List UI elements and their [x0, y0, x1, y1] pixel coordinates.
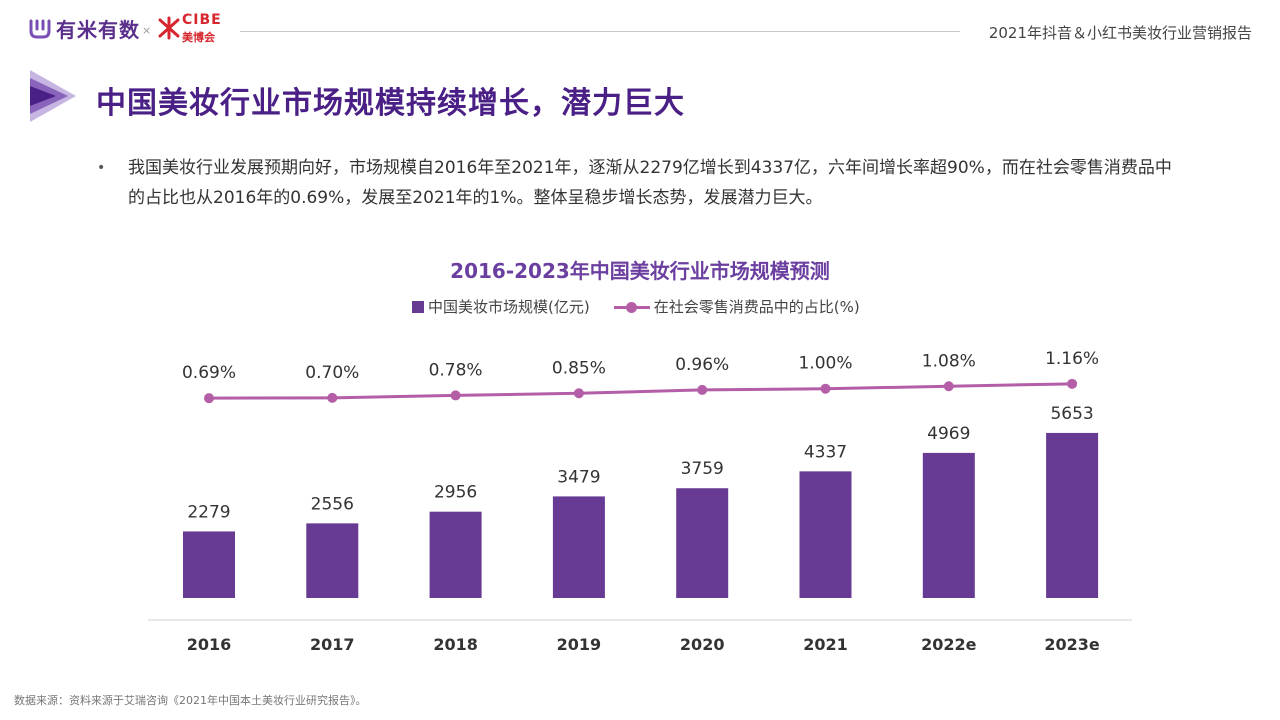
share-label-2022e: 1.08% — [922, 351, 976, 371]
cibe-logo-icon — [158, 16, 180, 40]
x-tick-label-2019: 2019 — [557, 635, 602, 654]
bullet-point-icon: • — [97, 160, 106, 176]
share-point-2018 — [450, 390, 461, 401]
share-point-2023e — [1067, 378, 1078, 389]
bar-2023e — [1046, 432, 1099, 598]
share-label-2023e: 1.16% — [1045, 349, 1099, 369]
x-tick-label-2021: 2021 — [803, 635, 848, 654]
share-point-2021 — [820, 383, 831, 394]
page-title: 中国美妆行业市场规模持续增长，潜力巨大 — [96, 86, 685, 121]
x-tick-label-2022e: 2022e — [921, 635, 977, 654]
bar-value-label-2016: 2279 — [187, 502, 230, 522]
cibe-logo-text: CIBE — [182, 12, 222, 28]
bar-2016 — [183, 531, 235, 598]
share-label-2016: 0.69% — [182, 363, 236, 383]
share-label-2018: 0.78% — [429, 360, 483, 380]
x-tick-label-2016: 2016 — [187, 635, 232, 654]
bar-2018 — [429, 511, 482, 598]
share-point-2022e — [943, 381, 954, 392]
x-tick-label-2018: 2018 — [433, 635, 478, 654]
bar-value-label-2017: 2556 — [311, 494, 354, 514]
share-point-2020 — [697, 384, 708, 395]
play-triangle-icon — [30, 70, 76, 122]
share-point-2017 — [327, 392, 338, 403]
legend-line-swatch — [613, 300, 650, 314]
youmi-logo-icon — [29, 19, 51, 38]
chart-legend: 中国美妆市场规模(亿元) 在社会零售消费品中的占比(%) — [412, 296, 860, 317]
summary-text: 我国美妆行业发展预期向好，市场规模自2016年至2021年，逐渐从2279亿增长… — [128, 158, 1172, 208]
bar-value-label-2022e: 4969 — [927, 424, 970, 444]
legend-bar-swatch — [412, 300, 424, 313]
cibe-logo[interactable]: CIBE 美博会 — [158, 12, 228, 46]
report-title: 2021年抖音＆小红书美妆行业营销报告 — [988, 24, 1252, 42]
bar-2017 — [306, 523, 359, 598]
cibe-logo-cn: 美博会 — [182, 31, 215, 44]
bar-2019 — [552, 496, 605, 598]
header: 有米有数 × CIBE 美博会 2021年抖音＆小红书美妆行业营销报告 — [0, 0, 1280, 64]
share-point-2016 — [204, 393, 214, 404]
share-label-2021: 1.00% — [798, 354, 852, 374]
youmi-logo-text: 有米有数 — [56, 18, 140, 42]
bar-value-label-2020: 3759 — [681, 459, 724, 479]
logo-separator: × — [142, 24, 152, 37]
legend-line-label: 在社会零售消费品中的占比(%) — [653, 298, 860, 316]
legend-bar-label: 中国美妆市场规模(亿元) — [428, 298, 590, 316]
share-point-2019 — [573, 388, 584, 399]
share-label-2019: 0.85% — [552, 358, 606, 378]
youmi-logo[interactable]: 有米有数 — [28, 14, 140, 43]
share-label-2020: 0.96% — [675, 355, 729, 375]
bar-value-label-2021: 4337 — [804, 442, 847, 462]
bar-value-label-2018: 2956 — [434, 483, 477, 503]
header-divider — [240, 31, 960, 32]
chart-title: 2016-2023年中国美妆行业市场规模预测 — [450, 259, 830, 283]
share-label-2017: 0.70% — [305, 363, 359, 383]
source-footnote: 数据来源：资料来源于艾瑞咨询《2021年中国本土美妆行业研究报告》。 — [14, 694, 367, 707]
x-tick-label-2017: 2017 — [310, 635, 355, 654]
bar-2021 — [799, 471, 852, 598]
bar-value-label-2019: 3479 — [557, 467, 600, 487]
bar-2020 — [676, 488, 729, 598]
share-line — [208, 382, 1073, 400]
x-tick-label-2023e: 2023e — [1044, 635, 1100, 654]
bar-value-label-2023e: 5653 — [1050, 404, 1093, 424]
x-tick-label-2020: 2020 — [680, 635, 725, 654]
bar-2022e — [922, 452, 975, 598]
